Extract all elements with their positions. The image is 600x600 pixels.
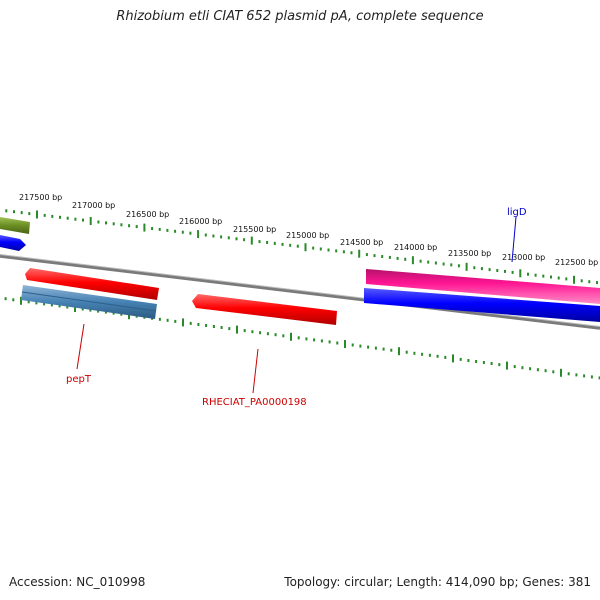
ruler-label-217000: 217000 bp <box>72 201 115 210</box>
sequence-backbone-highlight <box>0 254 600 327</box>
rheciat-leader-line <box>252 348 259 394</box>
gene-magenta[interactable] <box>366 269 600 304</box>
accession-text: Accession: NC_010998 <box>9 575 146 589</box>
pepT-leader-line <box>76 323 85 370</box>
sequence-backbone <box>0 254 600 330</box>
gene-olive[interactable] <box>0 217 30 234</box>
gene-label-ligD: ligD <box>507 207 527 218</box>
ruler-label-217500: 217500 bp <box>19 193 62 202</box>
gene-ligD[interactable] <box>364 288 600 322</box>
ruler-label-213500: 213500 bp <box>448 249 491 258</box>
ruler-label-212500: 212500 bp <box>555 258 598 267</box>
ruler-label-214500: 214500 bp <box>340 238 383 247</box>
ruler-label-214000: 214000 bp <box>394 243 437 252</box>
ruler-label-215000: 215000 bp <box>286 231 329 240</box>
gene-label-pepT: pepT <box>66 374 92 385</box>
gene-steel[interactable] <box>21 285 157 319</box>
outer-ruler-ticks <box>5 209 598 285</box>
ruler-label-216000: 216000 bp <box>179 217 222 226</box>
inner-ruler-ticks <box>4 296 600 380</box>
gene-label-RHECIAT-PA0000198: RHECIAT_PA0000198 <box>202 397 307 408</box>
gene-pepT[interactable] <box>25 268 159 300</box>
ruler-label-216500: 216500 bp <box>126 210 169 219</box>
ruler-label-215500: 215500 bp <box>233 225 276 234</box>
ligD-leader-line <box>511 216 517 263</box>
gene-RHECIAT-PA0000198[interactable] <box>192 294 337 325</box>
gene-blue-left[interactable] <box>0 235 26 251</box>
map-title: Rhizobium etli CIAT 652 plasmid pA, comp… <box>116 9 484 24</box>
ruler-label-213000: 213000 bp <box>502 253 545 262</box>
summary-text: Topology: circular; Length: 414,090 bp; … <box>284 575 591 589</box>
